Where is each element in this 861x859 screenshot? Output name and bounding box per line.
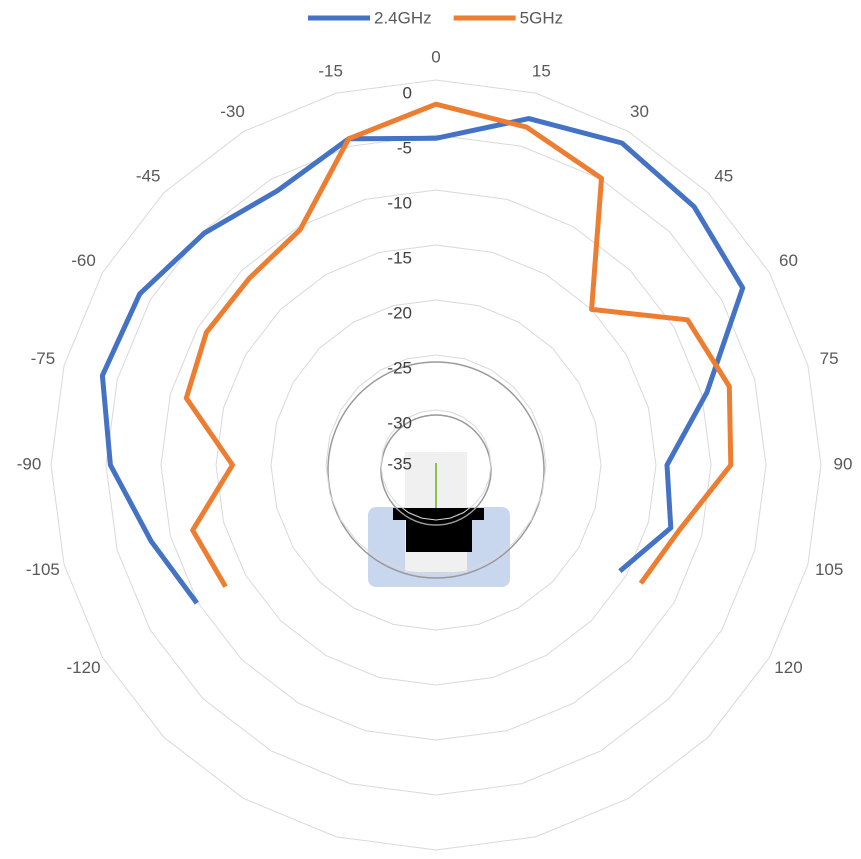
grid-ring (270, 299, 602, 631)
angle-label: 45 (714, 167, 733, 186)
grid-ring (105, 134, 767, 796)
antenna-connector (393, 508, 484, 552)
radial-tick-label: -15 (387, 248, 412, 267)
series-line-closing (346, 101, 439, 142)
series-line (99, 116, 746, 605)
grid-ring (215, 244, 657, 686)
radial-tick-label: -20 (387, 303, 412, 322)
ring (327, 361, 545, 579)
angle-label: -75 (31, 349, 56, 368)
antenna-illustration (327, 361, 545, 587)
legend-label: 5GHz (520, 8, 563, 27)
angle-label: -60 (71, 251, 96, 270)
angle-label: 120 (774, 658, 802, 677)
radial-tick-label: -25 (387, 358, 412, 377)
grid-ring (50, 79, 822, 851)
angle-label: 90 (834, 454, 853, 473)
angle-label: 30 (630, 102, 649, 121)
grid-ring (160, 189, 712, 741)
angle-label: 60 (779, 251, 798, 270)
angle-label: 0 (431, 47, 440, 66)
angle-label: -30 (220, 102, 245, 121)
angle-label: -45 (136, 167, 161, 186)
angle-label: 105 (815, 560, 843, 579)
radial-tick-label: 0 (403, 83, 412, 102)
ring (380, 414, 492, 526)
legend-label: 2.4GHz (374, 8, 432, 27)
radial-tick-label: -10 (387, 193, 412, 212)
angle-label: -15 (318, 61, 343, 80)
angle-label: -105 (26, 560, 60, 579)
radial-tick-label: -35 (387, 454, 412, 473)
angle-label: -120 (67, 658, 101, 677)
radial-tick-label: -5 (397, 138, 412, 157)
grid-ring (325, 354, 547, 576)
radial-tick-label: -30 (387, 413, 412, 432)
grid-ring (380, 409, 492, 521)
angle-label: -90 (17, 454, 42, 473)
series-line-closing (346, 135, 439, 142)
angle-label: 15 (532, 61, 551, 80)
angle-label: 75 (820, 349, 839, 368)
series-line (183, 101, 734, 588)
